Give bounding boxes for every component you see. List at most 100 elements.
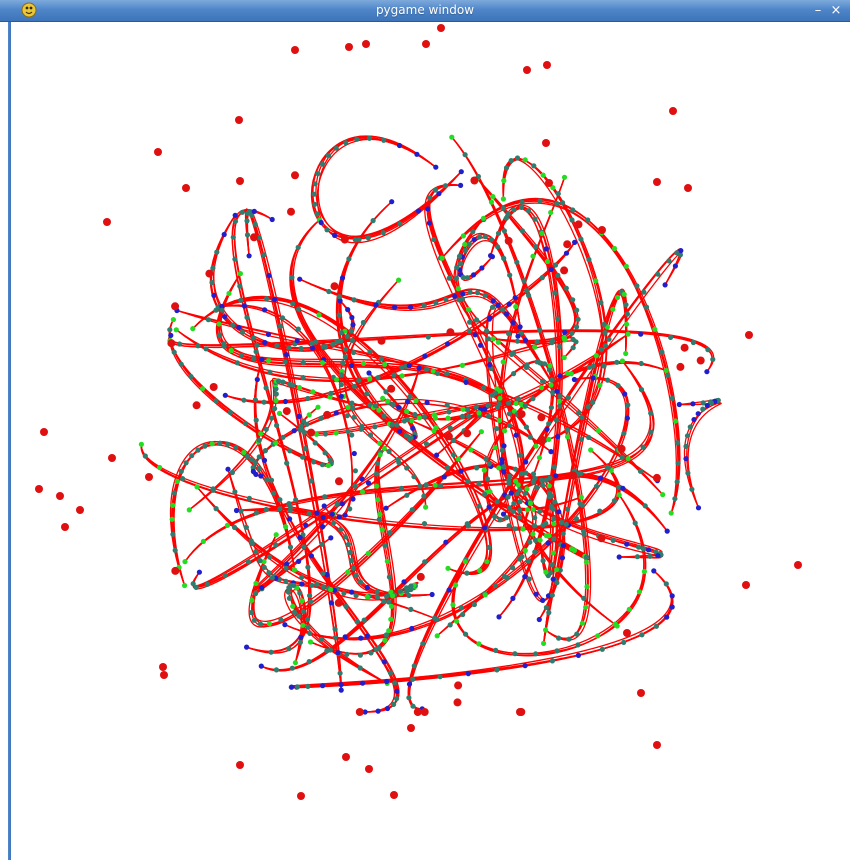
node-dot — [339, 372, 345, 378]
node-dot — [294, 338, 300, 344]
node-dot — [304, 616, 311, 622]
node-dot — [354, 619, 360, 625]
node-dot — [458, 169, 464, 175]
red-curve — [411, 420, 534, 637]
particle-dot — [108, 454, 116, 462]
node-layer — [138, 134, 721, 715]
node-dot — [290, 603, 296, 609]
node-dot — [573, 339, 579, 345]
node-dot — [358, 426, 364, 432]
node-dot — [193, 584, 199, 591]
node-dot — [362, 709, 368, 715]
node-dot — [674, 479, 680, 485]
minimize-button[interactable]: – — [814, 3, 822, 18]
node-dot — [623, 350, 629, 357]
node-dot — [284, 460, 290, 466]
node-dot — [182, 559, 188, 565]
node-dot — [365, 480, 372, 486]
node-dot — [508, 490, 514, 496]
particle-dot — [205, 269, 214, 278]
node-dot — [663, 581, 669, 587]
node-dot — [345, 428, 351, 434]
node-dot — [515, 333, 521, 339]
node-dot — [344, 651, 350, 657]
node-dot — [494, 404, 501, 410]
node-dot — [492, 445, 498, 451]
node-dot — [554, 567, 560, 573]
node-dot — [443, 296, 449, 303]
node-dot — [638, 360, 644, 367]
node-dot — [462, 152, 468, 158]
node-dot — [338, 526, 344, 533]
node-dot — [392, 304, 398, 310]
node-dot — [404, 492, 410, 498]
node-dot — [505, 211, 511, 217]
node-dot — [386, 448, 392, 455]
particle-dot — [422, 40, 430, 48]
particle-dot — [362, 40, 370, 48]
node-dot — [531, 163, 537, 169]
particle-dot — [365, 765, 373, 773]
particle-dot — [335, 477, 343, 486]
node-dot — [171, 349, 177, 355]
node-dot — [513, 304, 519, 310]
title-bar[interactable]: pygame window – × — [0, 0, 850, 22]
node-dot — [229, 469, 235, 476]
node-dot — [471, 237, 477, 243]
node-dot — [526, 576, 532, 582]
pygame-canvas[interactable] — [11, 22, 850, 860]
node-dot — [264, 477, 270, 483]
node-dot — [466, 328, 472, 334]
node-dot — [487, 489, 493, 495]
particle-dot — [323, 410, 332, 419]
node-dot — [442, 183, 449, 189]
node-dot — [517, 499, 523, 505]
node-dot — [409, 507, 415, 513]
node-dot — [483, 456, 489, 462]
node-dot — [328, 390, 334, 396]
node-dot — [300, 375, 306, 381]
particle-dot — [696, 356, 705, 365]
node-dot — [404, 399, 411, 405]
node-dot — [445, 565, 451, 571]
node-dot — [659, 349, 665, 355]
node-dot — [566, 636, 572, 642]
node-dot — [444, 402, 450, 408]
close-button[interactable]: × — [830, 3, 842, 18]
particle-dot — [145, 473, 153, 481]
node-dot — [540, 378, 546, 384]
node-dot — [620, 485, 626, 491]
node-dot — [490, 298, 496, 304]
node-dot — [676, 401, 682, 408]
node-dot — [286, 585, 292, 591]
node-dot — [431, 428, 437, 434]
node-dot — [455, 286, 461, 292]
simulation-canvas[interactable] — [11, 22, 850, 860]
node-dot — [345, 541, 351, 548]
node-dot — [253, 510, 259, 516]
node-dot — [210, 265, 216, 271]
node-dot — [626, 606, 632, 612]
node-dot — [394, 696, 400, 702]
node-dot — [407, 394, 413, 400]
node-dot — [465, 478, 471, 484]
node-dot — [514, 155, 521, 161]
node-dot — [245, 559, 251, 565]
node-dot — [348, 557, 355, 564]
node-dot — [312, 440, 318, 446]
node-dot — [485, 413, 492, 419]
node-dot — [445, 415, 451, 421]
node-dot — [320, 524, 326, 530]
node-dot — [170, 502, 176, 508]
node-dot — [286, 501, 292, 507]
particle-dot — [538, 435, 546, 444]
node-dot — [318, 415, 324, 421]
node-dot — [219, 307, 225, 313]
node-dot — [662, 282, 668, 288]
node-dot — [559, 519, 565, 526]
node-dot — [484, 476, 490, 482]
node-dot — [494, 667, 500, 673]
node-dot — [638, 387, 645, 393]
node-dot — [157, 464, 163, 471]
node-dot — [480, 215, 487, 221]
